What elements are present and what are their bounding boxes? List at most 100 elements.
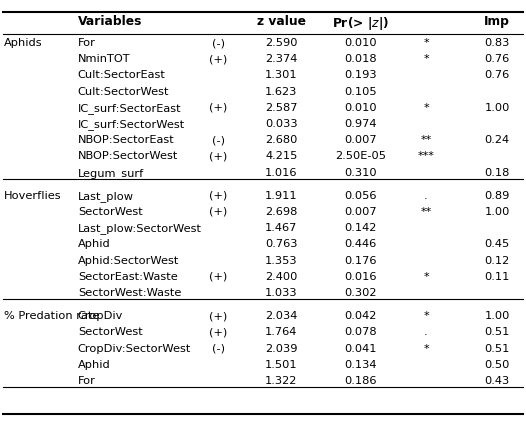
Text: 2.587: 2.587 — [265, 103, 298, 113]
Text: 0.11: 0.11 — [484, 272, 510, 282]
Text: *: * — [423, 311, 429, 321]
Text: z value: z value — [257, 15, 306, 28]
Text: 1.911: 1.911 — [265, 191, 298, 201]
Text: 0.056: 0.056 — [344, 191, 377, 201]
Text: 1.623: 1.623 — [265, 87, 298, 97]
Text: CropDiv: CropDiv — [78, 311, 123, 321]
Text: *: * — [423, 272, 429, 282]
Text: NminTOT: NminTOT — [78, 54, 130, 64]
Text: 4.215: 4.215 — [265, 151, 298, 161]
Text: 0.033: 0.033 — [265, 119, 298, 129]
Text: 0.89: 0.89 — [484, 191, 510, 201]
Text: Aphid: Aphid — [78, 239, 110, 249]
Text: 0.010: 0.010 — [344, 38, 377, 48]
Text: 0.763: 0.763 — [265, 239, 298, 249]
Text: 1.301: 1.301 — [265, 70, 298, 81]
Text: 0.193: 0.193 — [344, 70, 377, 81]
Text: **: ** — [420, 135, 432, 145]
Text: Aphid: Aphid — [78, 360, 110, 370]
Text: 0.43: 0.43 — [484, 376, 510, 386]
Text: Hoverflies: Hoverflies — [4, 191, 62, 201]
Text: Aphid:SectorWest: Aphid:SectorWest — [78, 256, 179, 265]
Text: 0.007: 0.007 — [344, 135, 377, 145]
Text: 1.00: 1.00 — [484, 207, 510, 217]
Text: (-): (-) — [212, 344, 225, 354]
Text: *: * — [423, 103, 429, 113]
Text: 0.50: 0.50 — [484, 360, 510, 370]
Text: 0.007: 0.007 — [344, 207, 377, 217]
Text: 1.764: 1.764 — [265, 327, 298, 338]
Text: 2.400: 2.400 — [265, 272, 298, 282]
Text: *: * — [423, 38, 429, 48]
Text: 0.134: 0.134 — [344, 360, 377, 370]
Text: 2.698: 2.698 — [265, 207, 298, 217]
Text: 1.501: 1.501 — [265, 360, 298, 370]
Text: 0.310: 0.310 — [344, 168, 377, 178]
Text: 0.12: 0.12 — [484, 256, 510, 265]
Text: (+): (+) — [209, 272, 227, 282]
Text: SectorWest: SectorWest — [78, 327, 143, 338]
Text: (+): (+) — [209, 207, 227, 217]
Text: For: For — [78, 376, 96, 386]
Text: 0.83: 0.83 — [484, 38, 510, 48]
Text: .: . — [424, 191, 428, 201]
Text: 2.039: 2.039 — [265, 344, 298, 354]
Text: **: ** — [420, 207, 432, 217]
Text: (+): (+) — [209, 54, 227, 64]
Text: NBOP:SectorWest: NBOP:SectorWest — [78, 151, 178, 161]
Text: Variables: Variables — [78, 15, 142, 28]
Text: 0.016: 0.016 — [344, 272, 377, 282]
Text: Last_plow: Last_plow — [78, 191, 134, 202]
Text: 0.078: 0.078 — [344, 327, 377, 338]
Text: CropDiv:SectorWest: CropDiv:SectorWest — [78, 344, 191, 354]
Text: 0.974: 0.974 — [344, 119, 377, 129]
Text: (+): (+) — [209, 311, 227, 321]
Text: 0.18: 0.18 — [484, 168, 510, 178]
Text: Aphids: Aphids — [4, 38, 43, 48]
Text: 2.374: 2.374 — [265, 54, 298, 64]
Text: (+): (+) — [209, 327, 227, 338]
Text: (+): (+) — [209, 103, 227, 113]
Text: 0.76: 0.76 — [484, 70, 510, 81]
Text: *: * — [423, 54, 429, 64]
Text: 0.51: 0.51 — [484, 327, 510, 338]
Text: *: * — [423, 344, 429, 354]
Text: 1.00: 1.00 — [484, 103, 510, 113]
Text: 2.50E-05: 2.50E-05 — [335, 151, 386, 161]
Text: ***: *** — [418, 151, 434, 161]
Text: 0.176: 0.176 — [344, 256, 377, 265]
Text: 0.142: 0.142 — [344, 223, 377, 233]
Text: 1.467: 1.467 — [265, 223, 298, 233]
Text: % Predation rate: % Predation rate — [4, 311, 99, 321]
Text: 0.45: 0.45 — [484, 239, 510, 249]
Text: SectorWest: SectorWest — [78, 207, 143, 217]
Text: (+): (+) — [209, 151, 227, 161]
Text: 1.033: 1.033 — [265, 288, 298, 298]
Text: .: . — [424, 327, 428, 338]
Text: IC_surf:SectorEast: IC_surf:SectorEast — [78, 103, 181, 114]
Text: 0.446: 0.446 — [344, 239, 377, 249]
Text: For: For — [78, 38, 96, 48]
Text: Cult:SectorWest: Cult:SectorWest — [78, 87, 169, 97]
Text: IC_surf:SectorWest: IC_surf:SectorWest — [78, 119, 185, 130]
Text: 2.590: 2.590 — [265, 38, 298, 48]
Text: 1.016: 1.016 — [265, 168, 298, 178]
Text: 0.105: 0.105 — [344, 87, 377, 97]
Text: Last_plow:SectorWest: Last_plow:SectorWest — [78, 223, 202, 234]
Text: 0.24: 0.24 — [484, 135, 510, 145]
Text: (+): (+) — [209, 191, 227, 201]
Text: 0.51: 0.51 — [484, 344, 510, 354]
Text: (-): (-) — [212, 38, 225, 48]
Text: 0.010: 0.010 — [344, 103, 377, 113]
Text: 0.76: 0.76 — [484, 54, 510, 64]
Text: 0.018: 0.018 — [344, 54, 377, 64]
Text: SectorWest:Waste: SectorWest:Waste — [78, 288, 181, 298]
Text: 1.00: 1.00 — [484, 311, 510, 321]
Text: 0.186: 0.186 — [344, 376, 377, 386]
Text: Pr(> |$z$|): Pr(> |$z$|) — [332, 15, 389, 32]
Text: SectorEast:Waste: SectorEast:Waste — [78, 272, 178, 282]
Text: 2.034: 2.034 — [265, 311, 298, 321]
Text: 1.353: 1.353 — [265, 256, 298, 265]
Text: (-): (-) — [212, 135, 225, 145]
Text: 0.041: 0.041 — [344, 344, 377, 354]
